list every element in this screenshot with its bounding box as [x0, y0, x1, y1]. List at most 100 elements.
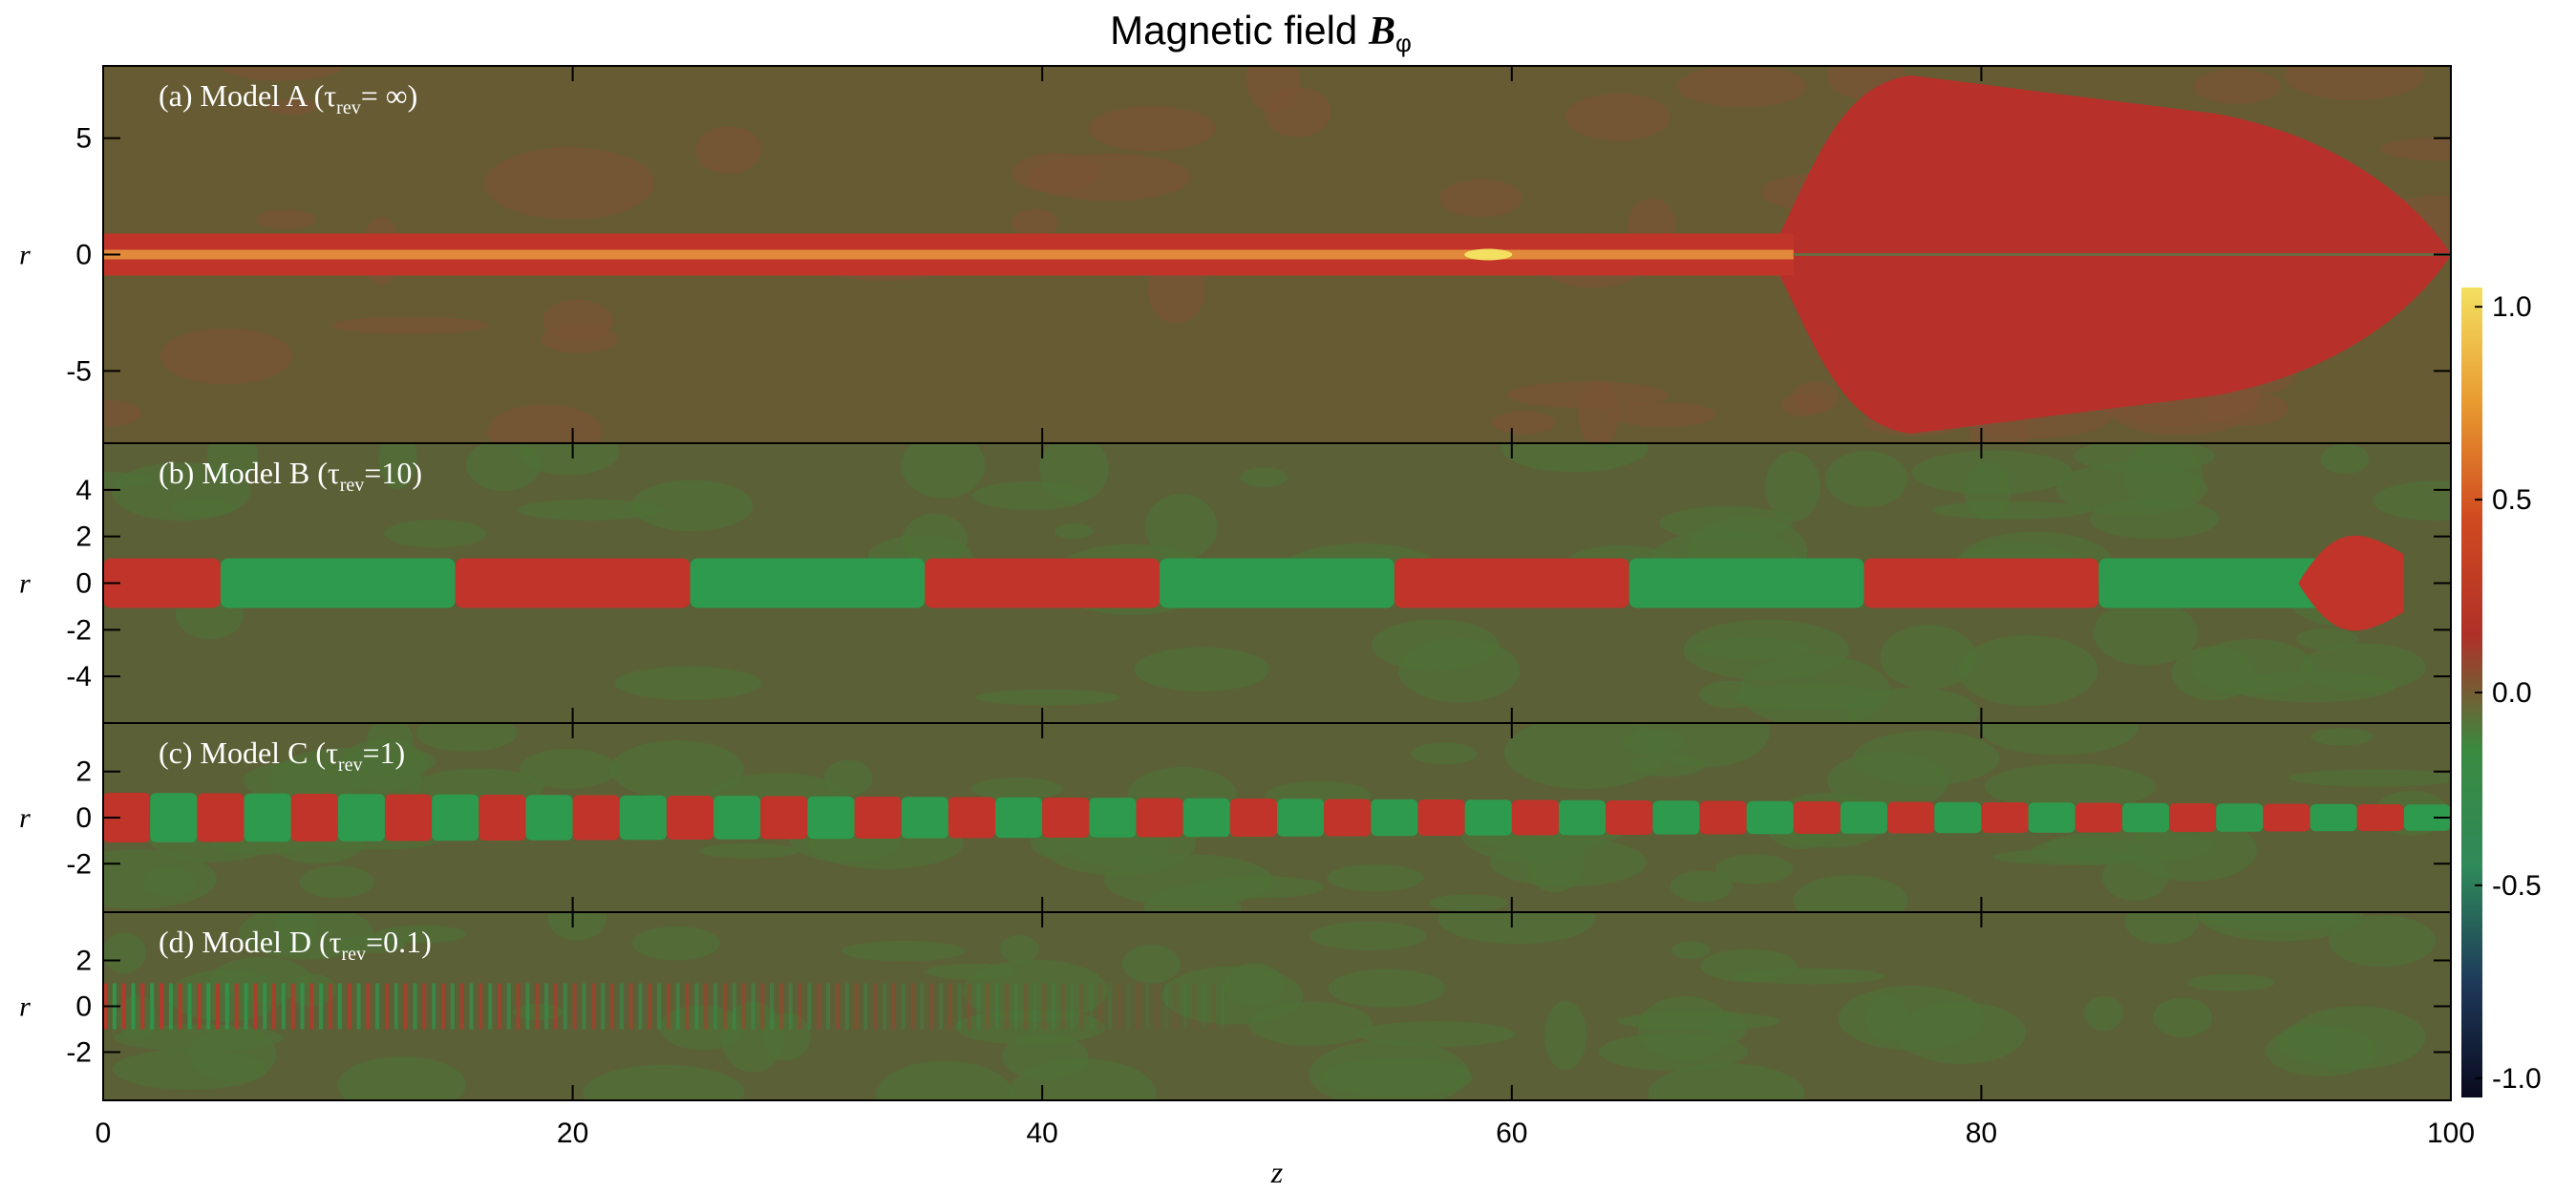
background-patch	[1543, 1000, 1587, 1071]
jet-stripe	[1108, 983, 1113, 1030]
jet-stripe	[140, 983, 145, 1030]
y-tick-label: 0	[75, 240, 92, 271]
background-patch	[999, 934, 1039, 964]
annotation-text: = ∞)	[361, 78, 418, 113]
background-patch	[1011, 208, 1058, 238]
background-patch	[543, 299, 614, 342]
jet-stripe	[1145, 983, 1150, 1030]
annotation-text: =0.1)	[366, 925, 432, 959]
background-patch	[1143, 885, 1242, 912]
background-patch	[1103, 854, 1274, 907]
jet-block	[1417, 799, 1465, 836]
jet-block	[1371, 799, 1418, 837]
jet-stripe	[675, 983, 680, 1030]
jet-stripe	[535, 983, 540, 1030]
jet-stripe	[1117, 983, 1121, 1030]
background-patch	[337, 1056, 466, 1100]
colorbar-tick-label: -0.5	[2492, 870, 2542, 902]
jet-stripe	[648, 983, 652, 1030]
background-patch	[1501, 443, 1648, 473]
jet-block	[1464, 799, 1512, 836]
jet-block	[197, 793, 245, 842]
jet-stripe	[722, 983, 727, 1030]
background-patch	[1984, 763, 2157, 810]
background-patch	[547, 912, 607, 941]
background-patch	[1781, 393, 1825, 416]
background-patch	[1734, 684, 1887, 711]
panel-annotation: (c) Model C (τrev=1)	[159, 735, 405, 776]
jet-stripe	[432, 983, 436, 1030]
jet-block	[1981, 802, 2029, 833]
colorbar-tick-label: 1.0	[2492, 291, 2532, 323]
jet-stripe	[1164, 983, 1169, 1030]
jet-stripe	[450, 983, 455, 1030]
jet-stripe	[713, 983, 718, 1030]
background-patch	[1054, 522, 1094, 540]
background-patch	[2320, 443, 2370, 475]
jet-block	[854, 797, 902, 839]
background-patch	[1240, 467, 1288, 488]
jet-block	[103, 793, 151, 842]
background-patch	[330, 316, 489, 334]
jet-stripe	[1052, 983, 1056, 1030]
background-patch	[1609, 402, 1717, 428]
y-axis-label: r	[19, 991, 31, 1023]
title-subscript: φ	[1395, 29, 1412, 57]
jet-stripe	[967, 983, 971, 1030]
background-patch	[335, 935, 406, 954]
background-patch	[631, 479, 754, 532]
jet-stripe	[910, 983, 915, 1030]
jet-stripe	[732, 983, 736, 1030]
bow	[2298, 535, 2404, 631]
heatmap	[103, 443, 2451, 723]
annotation-text: (b) Model B (τ	[159, 456, 340, 490]
jet-block	[1652, 800, 1700, 835]
panel-annotation: (a) Model A (τrev= ∞)	[159, 78, 417, 118]
jet-stripe	[224, 983, 229, 1030]
background-patch	[1411, 742, 1478, 765]
jet-stripe	[197, 983, 202, 1030]
jet-block	[432, 794, 479, 841]
annotation-text: (d) Model D (τ	[159, 925, 342, 959]
jet-stripe	[920, 983, 925, 1030]
jet-stripe	[347, 983, 351, 1030]
jet-stripe	[582, 983, 586, 1030]
background-patch	[2288, 769, 2451, 787]
annotation-subscript: rev	[341, 944, 366, 965]
jet-stripe	[1004, 983, 1009, 1030]
jet-block	[619, 795, 667, 841]
background-patch	[1011, 153, 1099, 193]
y-tick-label: -2	[66, 848, 92, 880]
background-patch	[1838, 986, 1985, 1051]
background-patch	[340, 738, 428, 792]
jet-stripe	[131, 983, 136, 1030]
background-patch	[160, 328, 292, 385]
background-patch	[243, 760, 364, 801]
jet-block	[1089, 798, 1137, 838]
background-patch	[2198, 912, 2358, 931]
background-patch	[694, 126, 762, 174]
annotation-text: =10)	[364, 456, 422, 490]
jet-block	[150, 793, 198, 842]
background-patch	[583, 1064, 745, 1100]
background-patch	[1439, 179, 1522, 218]
y-tick-label: -2	[66, 614, 92, 646]
y-tick-label: 0	[75, 991, 92, 1023]
jet-stripe	[403, 983, 408, 1030]
jet-stripe	[215, 983, 220, 1030]
jet-stripe	[760, 983, 765, 1030]
jet-stripe	[459, 983, 464, 1030]
jet-stripe	[309, 983, 314, 1030]
jet-stripe	[741, 983, 746, 1030]
jet-block	[2310, 803, 2357, 832]
jet-stripe	[666, 983, 671, 1030]
heatmap	[103, 723, 2451, 912]
background-patch	[374, 925, 468, 944]
background-patch	[1676, 66, 1807, 108]
jet-stripe	[121, 983, 126, 1030]
background-patch	[1931, 501, 2092, 520]
heatmap	[103, 66, 2451, 443]
background-patch	[103, 399, 142, 428]
jet-stripe	[947, 983, 952, 1030]
background-patch	[1825, 451, 1908, 507]
